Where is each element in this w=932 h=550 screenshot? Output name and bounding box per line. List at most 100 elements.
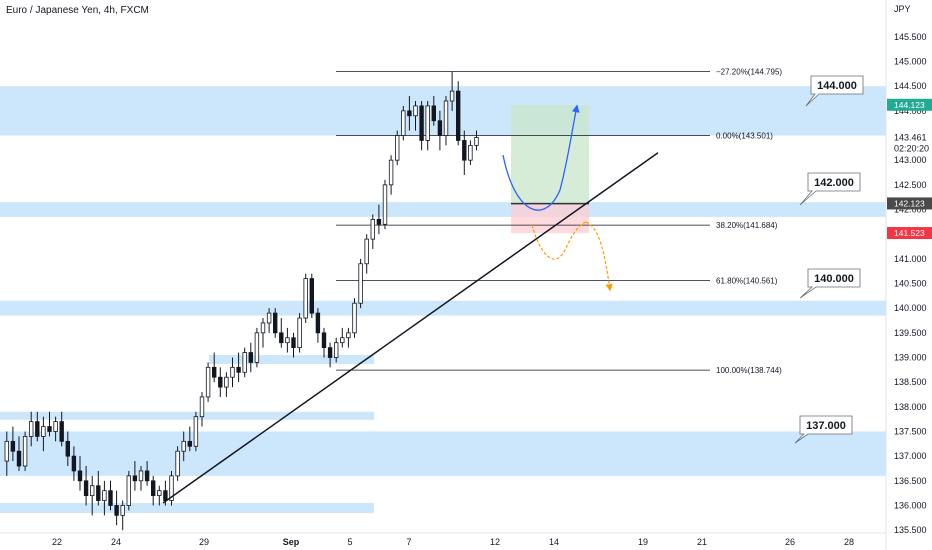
candle-body xyxy=(346,332,351,339)
y-tick-label: 140.000 xyxy=(894,303,927,313)
candle-body xyxy=(144,470,150,482)
price-tag-bg xyxy=(887,227,932,240)
x-tick-label: 22 xyxy=(52,537,62,547)
candle xyxy=(297,313,302,353)
candle xyxy=(437,110,443,151)
candle-body xyxy=(297,317,302,349)
candle-body xyxy=(41,426,46,437)
candle-body xyxy=(364,238,369,265)
price-tag-value: 142.123 xyxy=(894,198,925,208)
candle xyxy=(242,347,247,378)
candle xyxy=(455,81,461,146)
x-tick-label: Sep xyxy=(283,537,300,547)
candle-body xyxy=(474,137,479,146)
x-tick-label: 24 xyxy=(111,537,121,547)
candle xyxy=(462,130,467,175)
callout-bubble xyxy=(799,268,861,299)
x-tick-label: 7 xyxy=(406,537,411,547)
x-tick-label: 21 xyxy=(697,537,707,547)
candle xyxy=(382,179,388,230)
trendline[interactable] xyxy=(162,152,659,504)
fib-level-label: −27.20%(144.795) xyxy=(716,68,782,77)
candle-body xyxy=(35,421,40,437)
zone-144.000 xyxy=(0,86,886,136)
x-tick-label: 29 xyxy=(199,537,209,547)
candle-body xyxy=(462,140,467,161)
candle-body xyxy=(102,490,107,501)
candle-body xyxy=(455,90,461,141)
y-tick-label: 140.500 xyxy=(894,279,927,289)
candle-body xyxy=(401,110,406,136)
candle-body xyxy=(187,440,192,447)
candle-body xyxy=(16,450,22,467)
x-tick-label: 19 xyxy=(638,537,648,547)
candle xyxy=(169,470,174,506)
candle-body xyxy=(224,376,229,388)
candle xyxy=(47,411,52,437)
candle xyxy=(224,372,229,397)
candle xyxy=(309,273,314,319)
candle-body xyxy=(47,426,52,432)
price-tag: 142.123 xyxy=(887,197,932,210)
candle-body xyxy=(352,302,357,334)
candle-body xyxy=(108,490,113,506)
x-tick-label: 12 xyxy=(490,537,500,547)
callout-144.000[interactable]: 144.000 xyxy=(805,75,864,107)
y-tick-label: 136.500 xyxy=(894,476,927,486)
candle xyxy=(443,96,449,146)
candle xyxy=(114,490,119,526)
callout-bubble xyxy=(805,75,864,107)
candle-body xyxy=(358,263,363,304)
candle-body xyxy=(468,144,473,161)
candle xyxy=(83,466,89,506)
candle-body xyxy=(59,421,64,442)
candle xyxy=(28,411,34,447)
callout-137.000[interactable]: 137.000 xyxy=(794,415,853,444)
candle xyxy=(266,308,272,333)
candle xyxy=(474,130,479,151)
y-tick-label: 137.000 xyxy=(894,451,927,461)
candle-body xyxy=(181,440,186,452)
candle xyxy=(370,214,375,249)
candle-body xyxy=(169,475,174,501)
candle xyxy=(77,456,83,491)
candle xyxy=(205,362,211,402)
candle-body xyxy=(248,352,253,363)
candle-body xyxy=(96,485,101,501)
candle-body xyxy=(309,278,314,314)
bearish-path-arrow-2 xyxy=(585,221,613,292)
callout-140.000[interactable]: 140.000 xyxy=(799,268,861,299)
fib-level-label: 38.20%(141.684) xyxy=(716,221,778,230)
callout-label: 142.000 xyxy=(814,177,854,189)
candle-body xyxy=(394,135,400,161)
callout-142.000[interactable]: 142.000 xyxy=(799,172,861,206)
candle xyxy=(59,411,64,447)
candle xyxy=(126,470,131,511)
price-tag-value: 141.523 xyxy=(894,228,925,238)
candle xyxy=(35,411,40,442)
candle xyxy=(120,500,125,531)
candle-body xyxy=(53,421,58,432)
candle-body xyxy=(425,105,430,141)
callout-label: 144.000 xyxy=(817,80,857,92)
candle xyxy=(187,426,192,452)
candle-body xyxy=(120,505,125,516)
candle xyxy=(291,332,296,358)
candle xyxy=(22,431,28,471)
y-tick-label: 138.500 xyxy=(894,377,927,387)
candle-body xyxy=(10,440,16,452)
candle xyxy=(138,466,144,491)
callout-label: 140.000 xyxy=(814,273,854,285)
candle-body xyxy=(242,352,247,373)
candle xyxy=(413,100,418,131)
zone-140.000 xyxy=(0,300,886,316)
candle-body xyxy=(340,337,345,344)
candle xyxy=(394,130,400,166)
candle xyxy=(132,461,138,491)
candle xyxy=(230,357,235,388)
candle-body xyxy=(83,480,89,497)
candle-body xyxy=(333,342,339,358)
y-tick-label: 145.000 xyxy=(894,57,927,67)
